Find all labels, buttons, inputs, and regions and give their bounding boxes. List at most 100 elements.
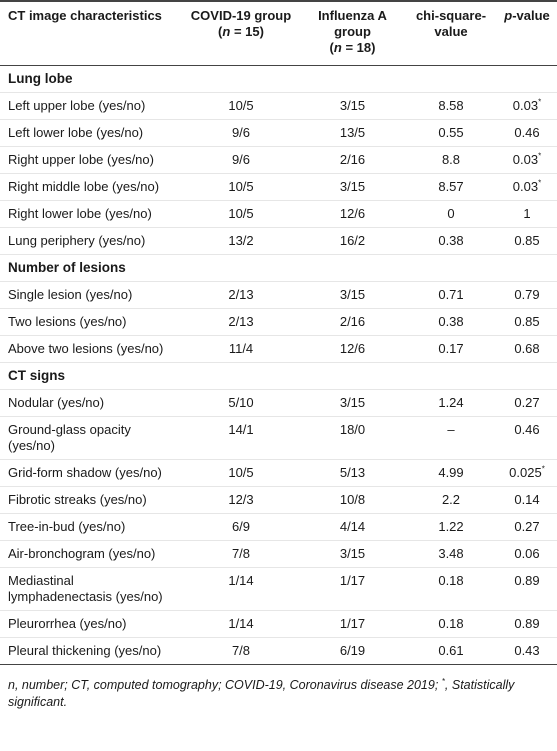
cell-value: 2/13	[228, 314, 254, 329]
cell-value: 5/10	[228, 395, 254, 410]
data-row: Mediastinal lymphadenectasis (yes/no) 1/1…	[0, 567, 557, 611]
cell: 0.38	[405, 227, 497, 255]
cell-value: 13/5	[339, 125, 366, 140]
cell-value: 0.43	[514, 643, 540, 658]
cell-value: 5/13	[339, 465, 366, 480]
header-cell: CT image characteristics	[0, 0, 182, 66]
significance-mark: *	[538, 97, 542, 107]
significance-mark: *	[538, 178, 542, 188]
cell-value: 16/2	[339, 233, 366, 248]
cell: 9/6	[182, 146, 300, 174]
row-label: Pleural thickening (yes/no)	[0, 637, 182, 665]
table-header: CT image characteristics COVID-19 group(…	[0, 0, 557, 66]
cell-value: 10/8	[339, 492, 366, 507]
section-row: Number of lesions	[0, 254, 557, 282]
row-label: Lung periphery (yes/no)	[0, 227, 182, 255]
cell: 3/15	[300, 173, 405, 201]
cell: 3/15	[300, 389, 405, 417]
cell: 0.14	[497, 486, 557, 514]
header-text: Influenza A group	[318, 8, 387, 39]
row-label: Pleurorrhea (yes/no)	[0, 610, 182, 638]
cell: 7/8	[182, 637, 300, 665]
cell-value: 2/16	[339, 152, 366, 167]
cell: –	[405, 416, 497, 460]
cell: 7/8	[182, 540, 300, 568]
cell: 0.03*	[497, 173, 557, 201]
header-cell: chi-square-value	[405, 0, 497, 66]
cell: 2/13	[182, 308, 300, 336]
cell-value: 3/15	[339, 98, 366, 113]
cell: 1	[497, 200, 557, 228]
section-row: Lung lobe	[0, 65, 557, 93]
data-row: Right upper lobe (yes/no) 9/6 2/16 8.8 0.03*	[0, 146, 557, 174]
cell: 5/10	[182, 389, 300, 417]
cell: 5/13	[300, 459, 405, 487]
header-row: CT image characteristics COVID-19 group(…	[0, 0, 557, 66]
cell-value: 6/19	[339, 643, 366, 658]
cell: 3/15	[300, 281, 405, 309]
cell: 1/14	[182, 610, 300, 638]
data-row: Pleurorrhea (yes/no) 1/14 1/17 0.18 0.89	[0, 610, 557, 638]
cell-value: 0.68	[514, 341, 540, 356]
cell: 1.22	[405, 513, 497, 541]
cell-value: 0.06	[514, 546, 540, 561]
header-cell: Influenza A group (n = 18)	[300, 0, 405, 66]
cell: 12/6	[300, 200, 405, 228]
cell-value: 8.58	[438, 98, 464, 113]
cell: 0.61	[405, 637, 497, 665]
cell: 0.27	[497, 513, 557, 541]
cell-value: 0.79	[514, 287, 540, 302]
cell-value: 0.85	[514, 233, 540, 248]
cell-value: 18/0	[339, 422, 366, 437]
cell: 0.03*	[497, 146, 557, 174]
header-cell: COVID-19 group (n = 15)	[182, 0, 300, 66]
footnote-text: n, number; CT, computed tomography; COVI…	[8, 678, 442, 692]
data-row: Air-bronchogram (yes/no) 7/8 3/15 3.48 0.06	[0, 540, 557, 568]
data-row: Single lesion (yes/no) 2/13 3/15 0.71 0.79	[0, 281, 557, 309]
cell: 0.03*	[497, 92, 557, 120]
footnote: n, number; CT, computed tomography; COVI…	[0, 665, 557, 711]
cell-value: 0.27	[514, 395, 540, 410]
row-label: Above two lesions (yes/no)	[0, 335, 182, 363]
cell-value: 0.18	[438, 573, 464, 588]
cell-value: 0.46	[514, 422, 540, 437]
cell: 10/8	[300, 486, 405, 514]
significance-mark: *	[538, 151, 542, 161]
cell: 0.43	[497, 637, 557, 665]
cell-value: 1/14	[228, 616, 254, 631]
cell-value: 3/15	[339, 179, 366, 194]
cell: 0.025*	[497, 459, 557, 487]
data-row: Above two lesions (yes/no) 11/4 12/6 0.17 0.…	[0, 335, 557, 363]
data-row: Right lower lobe (yes/no) 10/5 12/6 0 1	[0, 200, 557, 228]
cell: 10/5	[182, 173, 300, 201]
cell-value: 6/9	[231, 519, 251, 534]
cell: 16/2	[300, 227, 405, 255]
cell-value: 7/8	[231, 643, 251, 658]
cell-value: 2/13	[228, 287, 254, 302]
cell: 3.48	[405, 540, 497, 568]
cell: 13/2	[182, 227, 300, 255]
cell: 9/6	[182, 119, 300, 147]
cell: 10/5	[182, 459, 300, 487]
cell-value: 0.89	[514, 616, 540, 631]
data-row: Tree-in-bud (yes/no) 6/9 4/14 1.22 0.27	[0, 513, 557, 541]
cell: 2/13	[182, 281, 300, 309]
cell-value: 0.03	[512, 98, 539, 113]
cell: 2.2	[405, 486, 497, 514]
cell-value: 0.03	[512, 152, 539, 167]
cell-value: 10/5	[228, 465, 254, 480]
cell: 4.99	[405, 459, 497, 487]
cell: 0.89	[497, 567, 557, 611]
data-row: Ground-glass opacity (yes/no) 14/1 18/0 – 0.…	[0, 416, 557, 460]
cell-value: 10/5	[228, 179, 254, 194]
row-label: Right middle lobe (yes/no)	[0, 173, 182, 201]
cell-value: 7/8	[231, 546, 251, 561]
cell: 8.8	[405, 146, 497, 174]
cell: 14/1	[182, 416, 300, 460]
cell: 6/19	[300, 637, 405, 665]
cell-value: 2/16	[339, 314, 366, 329]
cell: 3/15	[300, 92, 405, 120]
cell: 6/9	[182, 513, 300, 541]
cell-value: 0.38	[438, 314, 464, 329]
